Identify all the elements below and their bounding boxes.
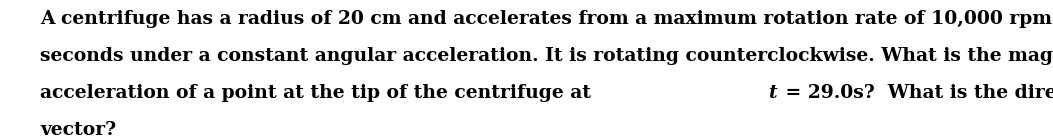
Text: acceleration of a point at the tip of the centrifuge at: acceleration of a point at the tip of th… <box>40 84 604 102</box>
Text: = 29.0s?  What is the direction of the total acceleration: = 29.0s? What is the direction of the to… <box>779 84 1053 102</box>
Text: t: t <box>768 84 776 102</box>
Text: vector?: vector? <box>40 121 116 139</box>
Text: seconds under a constant angular acceleration. It is rotating counterclockwise. : seconds under a constant angular acceler… <box>40 47 1053 65</box>
Text: A centrifuge has a radius of 20 cm and accelerates from a maximum rotation rate : A centrifuge has a radius of 20 cm and a… <box>40 10 1053 28</box>
